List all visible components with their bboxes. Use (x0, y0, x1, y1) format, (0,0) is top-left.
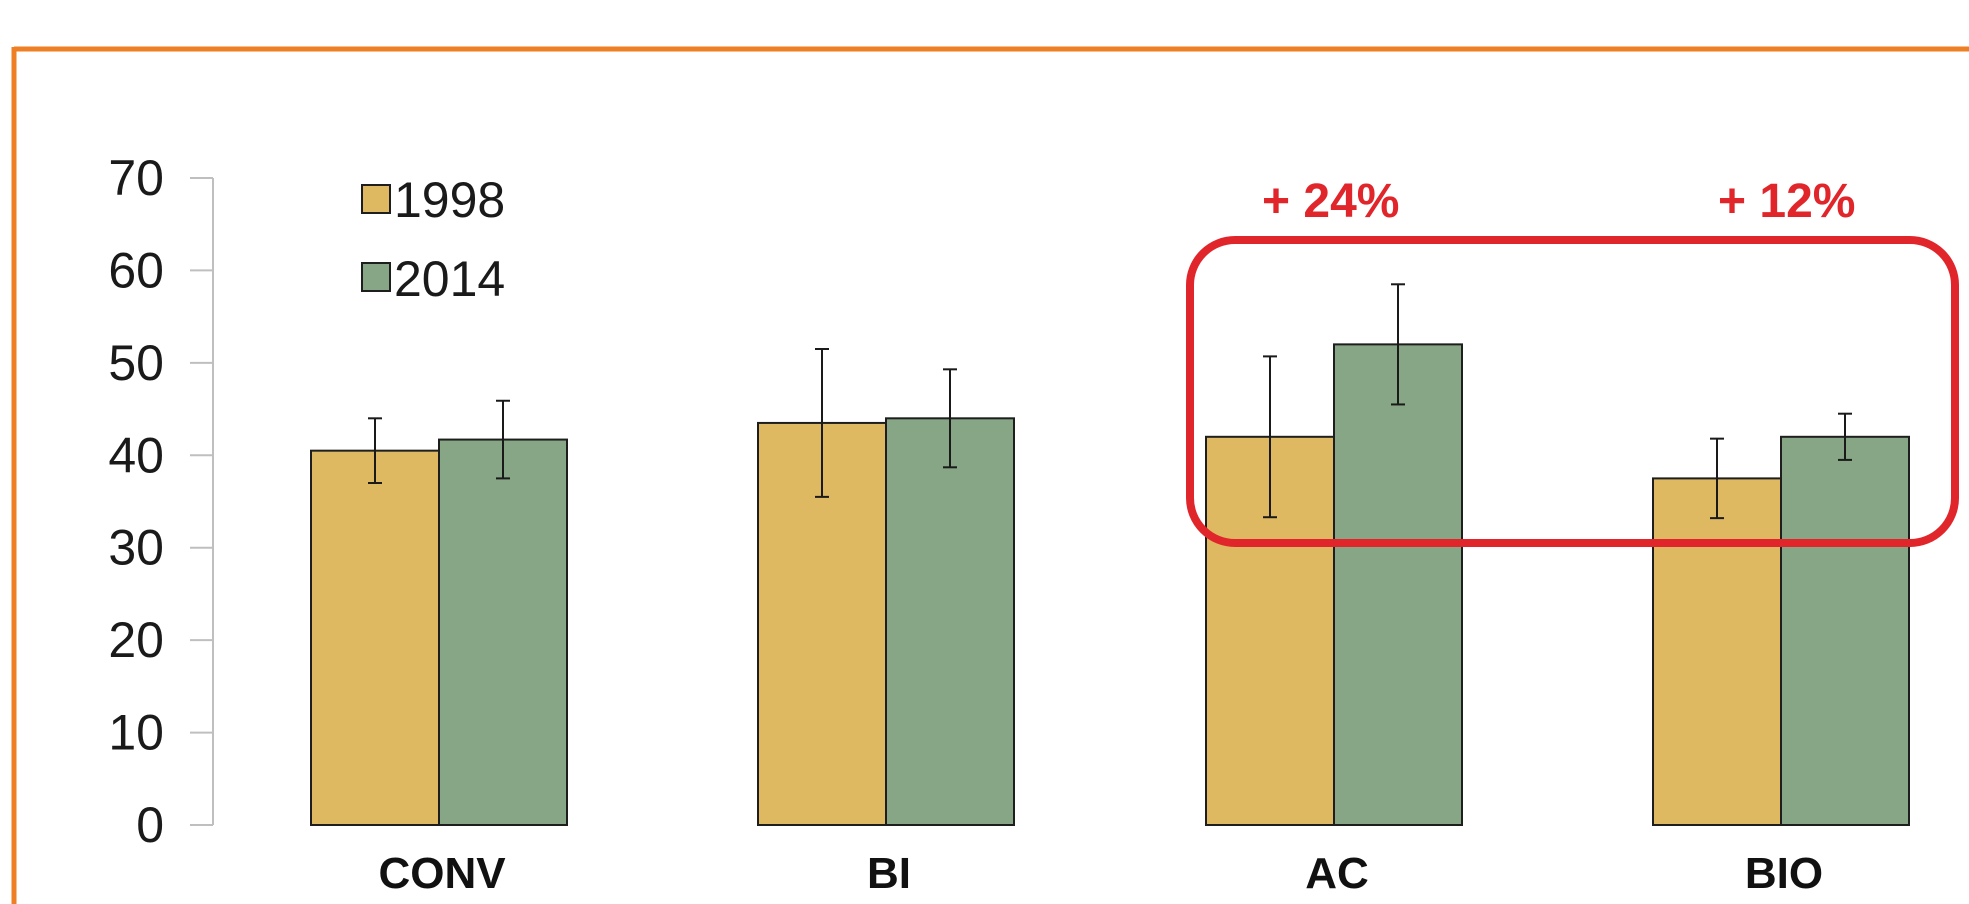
bar-conv-2014 (438, 438, 568, 826)
legend-swatch-1998 (361, 184, 391, 214)
y-tick-label: 40 (108, 427, 164, 483)
legend-swatch-2014 (361, 262, 391, 292)
y-ticks (190, 177, 213, 826)
category-label-bio: BIO (1745, 849, 1823, 898)
y-tick-label: 20 (108, 612, 164, 668)
category-label-ac: AC (1305, 849, 1369, 898)
y-tick-label: 60 (108, 242, 164, 298)
y-tick-label: 10 (108, 705, 164, 761)
bar-bio-1998 (1652, 477, 1782, 826)
bar-bi-2014 (885, 417, 1015, 826)
highlight-box (1186, 236, 1959, 547)
y-tick-labels: 0 10 20 30 40 50 60 70 (108, 150, 164, 853)
annotation-bio-change: + 12% (1718, 175, 1855, 228)
y-tick-label: 30 (108, 520, 164, 576)
bars (310, 343, 1910, 826)
bar-bio-2014 (1780, 435, 1910, 826)
category-labels: CONV BI AC BIO (378, 849, 1823, 898)
y-tick-label: 70 (108, 150, 164, 206)
legend: 1998 2014 (361, 172, 505, 307)
category-label-bi: BI (867, 849, 911, 898)
bar-ac-2014 (1333, 343, 1463, 826)
y-tick-label: 0 (136, 797, 164, 853)
legend-label-2014: 2014 (394, 251, 505, 307)
category-label-conv: CONV (378, 849, 506, 898)
annotation-ac-change: + 24% (1262, 175, 1399, 228)
error-bars (368, 283, 1852, 520)
y-tick-label: 50 (108, 335, 164, 391)
bar-conv-1998 (310, 449, 440, 826)
legend-label-1998: 1998 (394, 172, 505, 228)
